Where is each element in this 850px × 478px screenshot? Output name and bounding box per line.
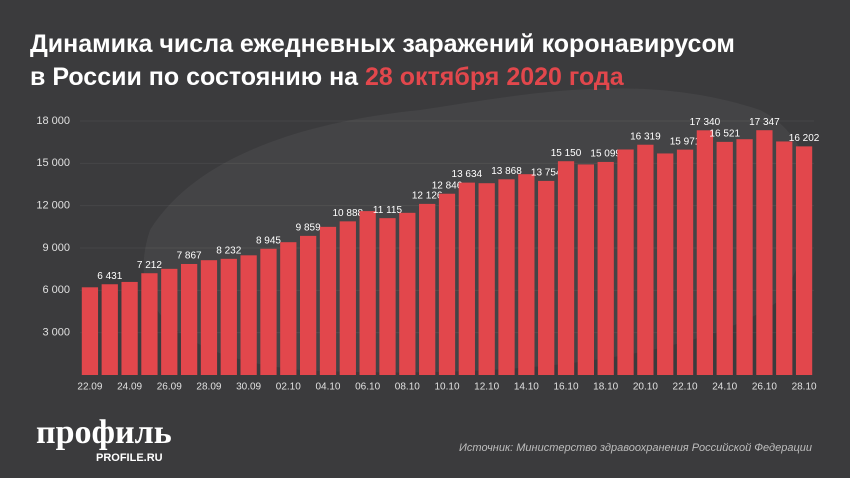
value-label: 11 115 <box>373 205 403 216</box>
x-tick-label: 28.09 <box>196 382 221 393</box>
y-tick-label: 9 000 <box>42 242 70 254</box>
value-label: 9 859 <box>296 223 321 234</box>
bar <box>300 235 317 375</box>
bar <box>81 287 99 375</box>
bar <box>319 226 337 375</box>
bar <box>795 146 813 375</box>
title-line: Динамика числа ежедневных заражений коро… <box>30 30 735 58</box>
bar <box>498 179 515 375</box>
bar <box>657 153 674 375</box>
bar <box>696 130 714 375</box>
y-tick-label: 6 000 <box>42 284 70 296</box>
x-tick-label: 20.10 <box>633 382 658 393</box>
bar <box>617 149 634 375</box>
bar <box>180 263 198 375</box>
bar <box>200 260 218 375</box>
value-label: 16 521 <box>709 129 740 140</box>
x-tick-label: 24.09 <box>117 382 142 393</box>
x-tick-label: 02.10 <box>276 382 301 393</box>
bar <box>339 221 356 375</box>
value-label: 16 202 <box>789 133 820 144</box>
bar <box>101 284 118 375</box>
value-label: 15 099 <box>590 149 621 160</box>
bar <box>379 218 396 375</box>
bar <box>736 139 753 375</box>
y-tick-label: 12 000 <box>36 200 70 212</box>
y-tick-label: 15 000 <box>36 157 70 169</box>
title-line: в России по состоянию на <box>30 63 359 91</box>
bar <box>458 182 475 375</box>
x-tick-label: 08.10 <box>395 382 420 393</box>
x-tick-label: 10.10 <box>434 382 459 393</box>
x-tick-label: 22.09 <box>77 382 102 393</box>
x-tick-label: 14.10 <box>514 382 539 393</box>
value-label: 7 867 <box>177 251 202 262</box>
bar <box>220 258 237 375</box>
y-tick-label: 18 000 <box>36 115 70 127</box>
bar <box>260 248 277 375</box>
x-tick-label: 04.10 <box>315 382 340 393</box>
value-label: 17 340 <box>690 117 721 128</box>
logo: профиль <box>36 414 172 451</box>
bar <box>557 161 575 375</box>
bar <box>538 180 555 375</box>
bar <box>359 211 376 375</box>
x-tick-label: 16.10 <box>554 382 579 393</box>
bar <box>280 242 297 375</box>
x-tick-label: 22.10 <box>673 382 698 393</box>
x-tick-label: 28.10 <box>792 382 817 393</box>
value-label: 7 212 <box>137 260 162 271</box>
bar <box>776 141 793 375</box>
bar <box>478 183 495 375</box>
bar <box>637 144 654 375</box>
logo-site: PROFILE.RU <box>96 452 163 464</box>
bar <box>756 130 773 375</box>
value-label: 10 888 <box>333 208 364 219</box>
bar <box>438 193 456 375</box>
bar <box>419 203 436 375</box>
x-tick-label: 30.09 <box>236 382 261 393</box>
bar <box>121 281 138 375</box>
value-label: 15 971 <box>670 136 701 147</box>
chart-title: Динамика числа ежедневных заражений коро… <box>30 30 735 58</box>
value-label: 13 754 <box>531 168 562 179</box>
x-tick-label: 12.10 <box>474 382 499 393</box>
value-label: 13 634 <box>452 169 483 180</box>
x-tick-label: 18.10 <box>593 382 618 393</box>
source: Источник: Министерство здравоохранения Р… <box>459 442 812 454</box>
value-label: 13 868 <box>491 166 522 177</box>
bar <box>141 273 158 375</box>
bar <box>676 149 694 375</box>
value-label: 12 126 <box>412 191 443 202</box>
bar <box>577 164 594 375</box>
value-label: 16 319 <box>630 131 661 142</box>
bar <box>240 255 257 375</box>
x-tick-label: 06.10 <box>355 382 380 393</box>
x-tick-label: 26.10 <box>752 382 777 393</box>
value-label: 8 232 <box>216 245 241 256</box>
value-label: 8 945 <box>256 235 281 246</box>
value-label: 15 150 <box>551 148 582 159</box>
value-label: 17 347 <box>749 117 780 128</box>
bar <box>597 161 614 375</box>
bar <box>518 174 535 375</box>
bar <box>716 141 733 375</box>
x-tick-label: 26.09 <box>157 382 182 393</box>
value-label: 12 846 <box>432 180 463 191</box>
chart-title: в России по состоянию на 28 октября 2020… <box>30 63 625 91</box>
title-date: 28 октября 2020 года <box>365 63 625 91</box>
bar <box>161 268 178 375</box>
value-label: 6 431 <box>97 271 122 282</box>
y-tick-label: 3 000 <box>42 327 70 339</box>
bar <box>399 212 416 375</box>
x-tick-label: 24.10 <box>712 382 737 393</box>
